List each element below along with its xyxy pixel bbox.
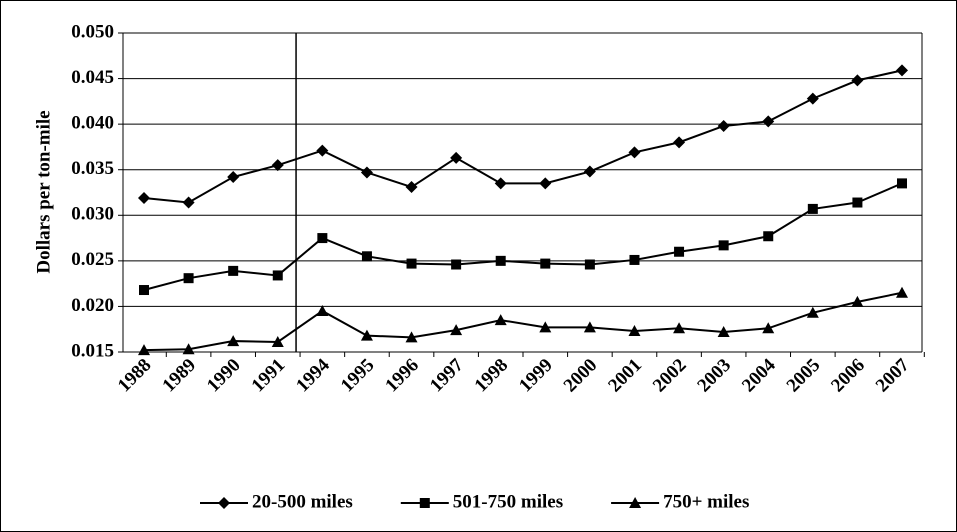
data-point [361,251,372,262]
data-point [406,258,417,269]
data-point [628,146,641,159]
data-point [138,191,150,204]
legend-label: 750+ miles [663,491,749,512]
data-point [316,144,329,157]
legend-label: 501-750 miles [453,491,563,512]
data-point [673,136,686,149]
y-tick-label: 0.020 [71,295,114,316]
data-point [495,255,506,266]
data-point [896,64,908,77]
y-tick-label: 0.050 [71,21,114,42]
y-tick-label: 0.035 [71,158,114,179]
data-point [360,329,373,341]
data-point [227,171,240,184]
data-point [271,159,284,172]
data-point [718,240,729,251]
y-tick-label: 0.040 [71,113,114,134]
data-point [182,196,195,209]
data-point [539,321,552,333]
data-point [316,304,329,316]
data-point [405,331,418,343]
data-point [228,265,239,276]
data-point [628,325,641,337]
data-point [762,322,775,334]
data-point [138,344,150,356]
data-point [762,115,775,128]
data-point [450,324,463,336]
y-tick-label: 0.025 [71,249,114,270]
data-point [674,246,685,257]
data-point [629,254,640,265]
data-point [851,295,864,307]
data-point [494,177,507,190]
y-tick-label: 0.030 [71,204,114,225]
data-point [763,231,774,242]
data-point [494,314,507,326]
data-point [182,343,195,355]
data-point [806,92,819,105]
data-point [271,335,284,347]
data-point [896,286,908,298]
data-point [717,325,730,337]
data-point [405,181,418,194]
data-point [272,270,283,281]
data-point [851,74,864,87]
data-point [451,259,462,270]
y-axis-label: Dollars per ton-mile [33,110,54,273]
data-point [807,203,818,214]
legend-marker [419,498,430,508]
data-point [139,285,149,296]
data-point [360,166,373,179]
series-line [143,182,903,291]
data-point [584,259,595,270]
data-point [540,258,551,269]
data-point [897,178,907,189]
data-point [673,322,686,334]
data-point [583,321,596,333]
data-point [227,335,240,347]
y-tick-label: 0.015 [71,340,114,361]
data-point [583,165,596,178]
legend-label: 20-500 miles [252,491,353,512]
legend-marker [218,497,230,509]
data-point [852,197,863,208]
data-point [450,151,463,164]
y-tick-label: 0.045 [71,67,114,88]
data-point [806,306,819,318]
data-point [317,233,328,244]
data-point [539,177,552,190]
series-line [143,69,903,204]
legend-marker [629,497,642,508]
series-line [143,291,903,352]
data-point [717,119,730,132]
data-point [183,273,194,284]
